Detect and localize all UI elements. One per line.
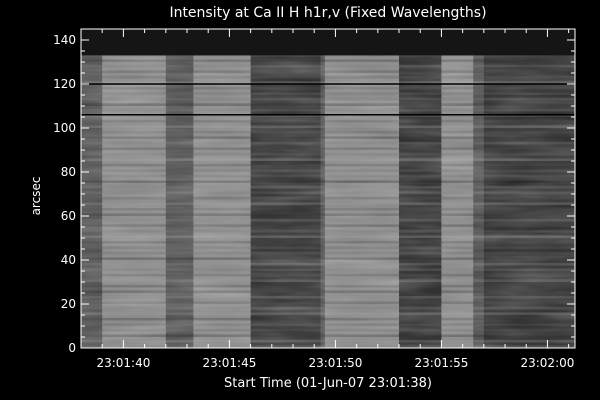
heatmap-texture xyxy=(81,29,575,348)
x-axis-label: Start Time (01-Jun-07 23:01:38) xyxy=(224,376,432,391)
y-tick-label: 20 xyxy=(61,297,76,311)
y-tick-label: 100 xyxy=(53,121,76,135)
y-axis-label: arcsec xyxy=(29,177,43,216)
y-tick-label: 140 xyxy=(53,33,76,47)
plot-frame xyxy=(80,28,576,349)
y-tick-label: 120 xyxy=(53,77,76,91)
x-tick-label: 23:01:45 xyxy=(202,356,256,370)
chart-title: Intensity at Ca II H h1r,v (Fixed Wavele… xyxy=(169,5,486,21)
heatmap-top-dark-band xyxy=(81,29,575,56)
heatmap-image xyxy=(81,29,575,348)
y-tick-label: 60 xyxy=(61,209,76,223)
y-tick-label: 0 xyxy=(68,341,76,355)
y-tick-label: 80 xyxy=(61,165,76,179)
y-axis: 0 20 40 60 80 100 120 140 xyxy=(53,33,575,355)
x-tick-label: 23:01:50 xyxy=(308,356,362,370)
y-tick-label: 40 xyxy=(61,253,76,267)
x-tick-label: 23:01:40 xyxy=(96,356,150,370)
x-axis: 23:01:40 23:01:45 23:01:50 23:01:55 23:02:00 xyxy=(96,29,574,370)
x-tick-label: 23:02:00 xyxy=(520,356,574,370)
x-tick-label: 23:01:55 xyxy=(414,356,468,370)
